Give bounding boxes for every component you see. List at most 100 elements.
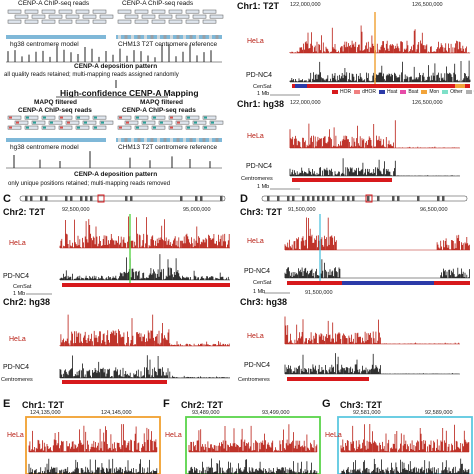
panel-a-read-filtered-mark [77, 126, 80, 129]
legend-swatch [442, 90, 449, 94]
panel-b-legend: HOR dHOR Hsat Bsat Mon OtherCt [332, 89, 474, 95]
panel-a-chm13-unit-2 [131, 138, 134, 142]
panel-a-read [134, 9, 149, 14]
panel-a-read-filtered [92, 115, 107, 120]
panel-a-read-filtered-mark [26, 116, 29, 119]
panel-d-ideogram-band [302, 196, 305, 201]
panel-a-read-filtered-mark [170, 116, 173, 119]
panel-c-ideogram-marker [97, 194, 105, 203]
legend-swatch [354, 90, 361, 94]
panel-c-pdnc4-track-2 [59, 355, 230, 378]
panel-d-ideogram-band [277, 196, 280, 201]
panel-a-read-filtered [134, 125, 149, 130]
panel-d-ideogram-band [287, 196, 290, 201]
panel-e-hela-track [28, 424, 158, 452]
panel-a-chm13-unit [196, 35, 199, 39]
legend-swatch [465, 90, 472, 94]
panel-a-read-filtered [92, 125, 107, 130]
panel-d-letter: D [240, 193, 248, 205]
panel-g-hela-label: HeLa [325, 432, 342, 439]
panel-a-chm13-unit [215, 35, 219, 39]
panel-a-read-filtered-mark [204, 116, 207, 119]
panel-d-title-hg38: Chr3: hg38 [240, 297, 288, 307]
panel-b-hela-track-2 [289, 120, 460, 148]
panel-a-chm13-unit [170, 35, 173, 39]
panel-a-chm13-unit [118, 35, 121, 39]
panel-a-chm13-unit [202, 35, 206, 39]
panel-a-chm13-ref: CHM13 T2T centromere reference [118, 41, 218, 48]
panel-a-read-filtered-mark [153, 126, 156, 129]
panel-a-read-filtered-mark [187, 116, 190, 119]
panel-a-hg38-model-bar [6, 35, 106, 39]
panel-a-chm13-unit-2 [157, 138, 160, 142]
panel-a-high-conf: High-confidence CENP-A Mapping [60, 88, 199, 98]
panel-g-box [337, 416, 473, 474]
panel-d-ideogram-band [342, 196, 345, 201]
panel-a-read [185, 19, 200, 24]
panel-a-read-filtered [82, 120, 97, 125]
panel-c-hela-track-2 [59, 314, 230, 346]
panel-b-hela-label: HeLa [247, 38, 264, 45]
panel-a-read-filtered-mark [136, 116, 139, 119]
panel-b-hela-track [289, 25, 471, 53]
panel-b-title-t2t: Chr1: T2T [237, 1, 280, 11]
panel-b-centromere-bar [292, 178, 392, 182]
panel-e-box [25, 416, 161, 474]
panel-d-centromeres-label: Centromeres [238, 377, 270, 383]
panel-c-scale: 1 Mb [13, 291, 26, 297]
panel-c-ideogram-band [200, 196, 203, 201]
panel-a-chm13-unit [137, 35, 141, 39]
panel-c-ideogram-band [30, 196, 33, 201]
panel-a-read-filtered-mark [153, 116, 156, 119]
panel-a-read [58, 9, 73, 14]
panel-d-scale: 1 Mb [253, 289, 266, 295]
panel-a-read-filtered-mark [119, 116, 122, 119]
panel-a-read-filtered-mark [16, 121, 19, 124]
panel-a-read [7, 9, 22, 14]
legend-label: Other [450, 89, 463, 95]
panel-b-censat-mon [455, 84, 465, 88]
panel-c-ideogram-band [90, 196, 93, 201]
panel-b-pdnc4-track [289, 60, 471, 82]
panel-f-hela-label: HeLa [165, 432, 182, 439]
panel-c-hela-label: HeLa [9, 240, 26, 247]
panel-a-read [92, 19, 107, 24]
panel-g-coord-left: 92,581,000 [353, 410, 381, 416]
panel-a-read [92, 9, 107, 14]
panel-a-read-filtered-mark [194, 121, 197, 124]
panel-a-read [124, 14, 139, 19]
panel-d-hela-label-2: HeLa [247, 333, 264, 340]
panel-a-chip-reads-2: CENP-A ChIP-seq reads [122, 0, 194, 7]
panel-c-title-hg38: Chr2: hg38 [3, 297, 51, 307]
panel-a-read [117, 9, 132, 14]
panel-a-read-filtered [75, 125, 90, 130]
panel-a-chm13-unit-2 [189, 138, 193, 142]
panel-a-chm13-unit-2 [163, 138, 167, 142]
panel-c-pdnc4-track [59, 254, 230, 280]
panel-d-ideogram-marker [365, 194, 373, 203]
panel-a-read [134, 19, 149, 24]
panel-c-ideogram-band [220, 196, 223, 201]
panel-a-read-filtered [99, 120, 114, 125]
panel-a-read [31, 14, 46, 19]
panel-d-ideogram-band [347, 196, 350, 201]
panel-c-centromere-bar [62, 380, 167, 384]
panel-a-read-filtered [7, 125, 22, 130]
panel-a-read-filtered-mark [60, 126, 63, 129]
panel-a-read [158, 14, 173, 19]
panel-g-coord-right: 92,589,000 [425, 410, 453, 416]
panel-f-pdnc4-track [188, 458, 318, 474]
panel-d-hela-track-2 [284, 316, 460, 344]
panel-a-read [41, 9, 56, 14]
legend-swatch [379, 90, 386, 94]
panel-a-hg38-model: hg38 centromere model [10, 41, 79, 48]
panel-c-ideogram [19, 195, 226, 202]
panel-a-read-filtered [209, 120, 224, 125]
panel-a-read [202, 19, 217, 24]
panel-e-hela-label: HeLa [7, 432, 24, 439]
panel-a-read-filtered [41, 125, 56, 130]
panel-a-read [82, 14, 97, 19]
panel-a-chm13-unit [176, 35, 180, 39]
panel-a-read-filtered [24, 115, 39, 120]
